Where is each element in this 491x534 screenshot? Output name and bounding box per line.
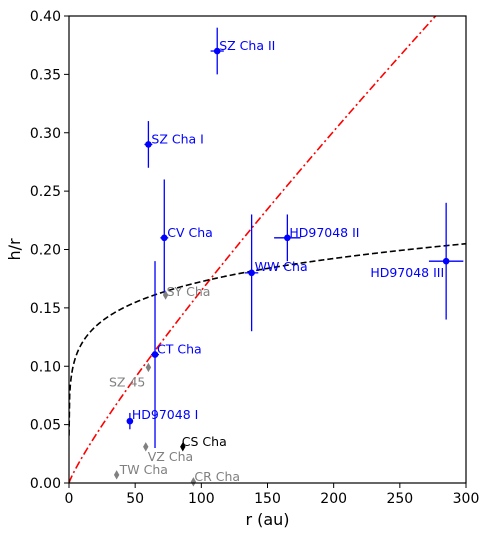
y-tick-label-0.15: 0.15 (30, 301, 61, 317)
point-sz-cha-i (145, 141, 152, 148)
label-vz-cha: VZ Cha (148, 449, 193, 464)
point-sy-cha (162, 290, 169, 300)
y-axis-ticks: 0.00 0.05 0.10 0.15 0.20 0.25 0.30 0.35 0.40 (30, 9, 69, 492)
y-tick-label-0.20: 0.20 (30, 243, 61, 259)
point-sz-45 (145, 362, 152, 373)
point-vz-cha (143, 442, 149, 452)
point-cr-cha (190, 477, 197, 487)
label-cv-cha: CV Cha (167, 225, 213, 240)
y-tick-label-0.40: 0.40 (30, 9, 61, 25)
point-hd97048-iii (442, 257, 450, 265)
x-tick-label-300: 300 (453, 491, 480, 507)
x-tick-label-100: 100 (188, 491, 215, 507)
label-sz-cha-i: SZ Cha I (151, 131, 203, 146)
label-cs-cha: CS Cha (182, 434, 227, 449)
label-hd97048-i: HD97048 I (132, 407, 198, 422)
point-ct-cha (151, 351, 159, 358)
x-axis-ticks: 0 50 100 150 200 250 300 (65, 483, 480, 507)
x-tick-label-50: 50 (126, 491, 144, 507)
label-sz-45: SZ 45 (109, 374, 145, 389)
point-labels: SZ Cha II SZ Cha I CV Cha WW Cha HD97048 II H… (109, 38, 444, 484)
model-curves (69, 16, 466, 483)
y-tick-label-0.30: 0.30 (30, 126, 61, 142)
label-sy-cha: SY Cha (167, 284, 211, 299)
label-sz-cha-ii: SZ Cha II (219, 38, 275, 53)
dashed-model-curve (69, 242, 466, 436)
y-tick-label-0.05: 0.05 (30, 418, 61, 434)
plot-frame (68, 15, 467, 484)
point-hd97048-ii (284, 234, 291, 242)
label-hd97048-iii: HD97048 III (370, 265, 444, 280)
x-axis-label: r (au) (245, 510, 289, 529)
label-ww-cha: WW Cha (255, 259, 308, 274)
point-tw-cha (113, 470, 120, 480)
x-tick-label-250: 250 (386, 491, 413, 507)
dash-dot-model-curve (69, 16, 437, 483)
label-cr-cha: CR Cha (194, 469, 240, 484)
point-ww-cha (248, 269, 255, 277)
x-tick-label-150: 150 (254, 491, 281, 507)
x-tick-label-0: 0 (65, 491, 74, 507)
y-tick-label-0.10: 0.10 (30, 359, 61, 375)
point-cv-cha (160, 234, 168, 242)
label-hd97048-ii: HD97048 II (289, 225, 359, 240)
y-tick-label-0.35: 0.35 (30, 67, 61, 83)
label-ct-cha: CT Cha (157, 342, 202, 357)
y-tick-label-0.00: 0.00 (30, 476, 61, 492)
label-tw-cha: TW Cha (119, 462, 168, 477)
point-sz-cha-ii (213, 47, 221, 55)
point-hd97048-i (126, 417, 134, 425)
y-tick-label-0.25: 0.25 (30, 184, 61, 200)
point-cs-cha (180, 442, 186, 452)
x-tick-label-200: 200 (320, 491, 347, 507)
y-axis-label: h/r (5, 238, 24, 261)
data-points (113, 27, 464, 487)
